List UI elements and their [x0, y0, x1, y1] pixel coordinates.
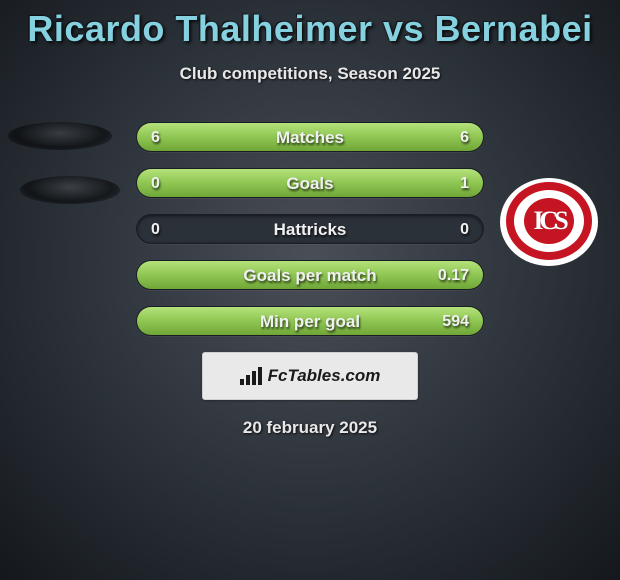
fctables-watermark: FcTables.com: [202, 352, 418, 400]
stat-row: Matches6 6: [136, 122, 484, 152]
stat-value-right: 6: [460, 123, 469, 153]
stat-value-right: 0: [460, 215, 469, 245]
stat-label: Min per goal: [137, 307, 483, 337]
player-left-placeholder-2: [20, 176, 120, 204]
club-badge-right: ICS: [500, 178, 598, 266]
stat-row: Goals per match0.17: [136, 260, 484, 290]
stat-label: Hattricks: [137, 215, 483, 245]
page-title: Ricardo Thalheimer vs Bernabei: [0, 0, 620, 50]
stat-value-right: 594: [442, 307, 469, 337]
fctables-text: FcTables.com: [268, 366, 381, 386]
stat-value-right: 0.17: [438, 261, 469, 291]
club-badge-monogram: ICS: [500, 206, 598, 236]
subtitle: Club competitions, Season 2025: [0, 64, 620, 84]
stat-value-right: 1: [460, 169, 469, 199]
date-label: 20 february 2025: [0, 418, 620, 438]
stat-row: Hattricks0 0: [136, 214, 484, 244]
bar-chart-icon: [240, 367, 262, 385]
stat-label: Matches: [137, 123, 483, 153]
stat-value-left: 0: [151, 169, 160, 199]
stat-label: Goals: [137, 169, 483, 199]
stat-row: Goals0 1: [136, 168, 484, 198]
stat-label: Goals per match: [137, 261, 483, 291]
stat-row: Min per goal594: [136, 306, 484, 336]
stat-value-left: 0: [151, 215, 160, 245]
player-left-placeholder-1: [8, 122, 112, 150]
stat-value-left: 6: [151, 123, 160, 153]
comparison-card: Ricardo Thalheimer vs Bernabei Club comp…: [0, 0, 620, 580]
